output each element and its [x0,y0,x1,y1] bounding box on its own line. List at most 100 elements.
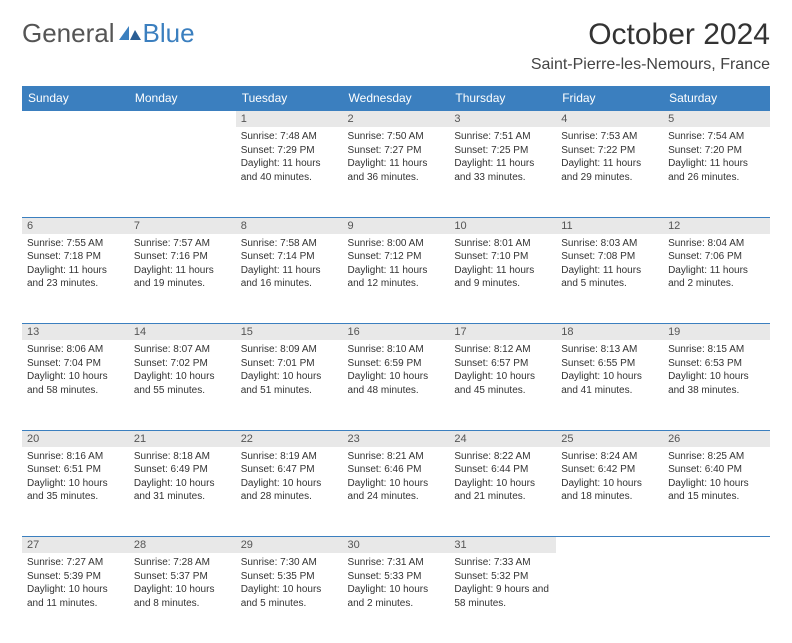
daylight-line: Daylight: 10 hours and 45 minutes. [454,370,551,397]
weekday-header: Tuesday [236,86,343,111]
sunset-line: Sunset: 7:18 PM [27,250,124,264]
daylight-line: Daylight: 11 hours and 33 minutes. [454,157,551,184]
day-details: Sunrise: 8:16 AMSunset: 6:51 PMDaylight:… [22,447,129,510]
sunset-line: Sunset: 7:01 PM [241,357,338,371]
sunrise-line: Sunrise: 8:12 AM [454,343,551,357]
calendar-cell: Sunrise: 8:04 AMSunset: 7:06 PMDaylight:… [663,234,770,324]
sunrise-line: Sunrise: 7:58 AM [241,237,338,251]
brand-text-blue: Blue [143,18,195,49]
sunset-line: Sunset: 6:44 PM [454,463,551,477]
day-number [22,111,129,127]
daylight-line: Daylight: 11 hours and 40 minutes. [241,157,338,184]
day-number [556,537,663,553]
day-number: 4 [556,111,663,127]
daylight-line: Daylight: 10 hours and 11 minutes. [27,583,124,610]
day-number: 15 [236,324,343,340]
sunset-line: Sunset: 7:16 PM [134,250,231,264]
daylight-line: Daylight: 10 hours and 5 minutes. [241,583,338,610]
day-number: 29 [236,537,343,553]
sunrise-line: Sunrise: 7:27 AM [27,556,124,570]
calendar-cell: Sunrise: 8:01 AMSunset: 7:10 PMDaylight:… [449,234,556,324]
day-details: Sunrise: 8:03 AMSunset: 7:08 PMDaylight:… [556,234,663,297]
daylight-line: Daylight: 11 hours and 9 minutes. [454,264,551,291]
day-number: 7 [129,218,236,234]
day-details: Sunrise: 7:31 AMSunset: 5:33 PMDaylight:… [343,553,450,616]
daylight-line: Daylight: 10 hours and 15 minutes. [668,477,765,504]
calendar-cell: Sunrise: 7:31 AMSunset: 5:33 PMDaylight:… [343,553,450,643]
sunset-line: Sunset: 6:59 PM [348,357,445,371]
sunrise-line: Sunrise: 8:03 AM [561,237,658,251]
sunset-line: Sunset: 5:39 PM [27,570,124,584]
daylight-line: Daylight: 10 hours and 35 minutes. [27,477,124,504]
day-details: Sunrise: 7:33 AMSunset: 5:32 PMDaylight:… [449,553,556,616]
day-number: 9 [343,218,450,234]
sunset-line: Sunset: 7:08 PM [561,250,658,264]
sunset-line: Sunset: 6:47 PM [241,463,338,477]
daylight-line: Daylight: 10 hours and 58 minutes. [27,370,124,397]
sunrise-line: Sunrise: 7:28 AM [134,556,231,570]
calendar-body: 12345Sunrise: 7:48 AMSunset: 7:29 PMDayl… [22,111,770,643]
sunset-line: Sunset: 6:46 PM [348,463,445,477]
sunset-line: Sunset: 7:04 PM [27,357,124,371]
sunrise-line: Sunrise: 7:51 AM [454,130,551,144]
day-details: Sunrise: 8:15 AMSunset: 6:53 PMDaylight:… [663,340,770,403]
brand-mark-icon [119,26,141,42]
day-details: Sunrise: 7:27 AMSunset: 5:39 PMDaylight:… [22,553,129,616]
calendar-cell: Sunrise: 8:03 AMSunset: 7:08 PMDaylight:… [556,234,663,324]
day-details: Sunrise: 8:09 AMSunset: 7:01 PMDaylight:… [236,340,343,403]
daylight-line: Daylight: 10 hours and 31 minutes. [134,477,231,504]
day-number: 13 [22,324,129,340]
day-number: 27 [22,537,129,553]
sunrise-line: Sunrise: 8:07 AM [134,343,231,357]
daylight-line: Daylight: 10 hours and 38 minutes. [668,370,765,397]
day-number: 3 [449,111,556,127]
day-number: 10 [449,218,556,234]
day-details: Sunrise: 8:18 AMSunset: 6:49 PMDaylight:… [129,447,236,510]
calendar-cell: Sunrise: 8:13 AMSunset: 6:55 PMDaylight:… [556,340,663,430]
sunrise-line: Sunrise: 8:25 AM [668,450,765,464]
sunrise-line: Sunrise: 8:06 AM [27,343,124,357]
day-details: Sunrise: 8:13 AMSunset: 6:55 PMDaylight:… [556,340,663,403]
sunrise-line: Sunrise: 8:19 AM [241,450,338,464]
day-details: Sunrise: 8:22 AMSunset: 6:44 PMDaylight:… [449,447,556,510]
day-details: Sunrise: 7:53 AMSunset: 7:22 PMDaylight:… [556,127,663,190]
calendar-cell: Sunrise: 8:19 AMSunset: 6:47 PMDaylight:… [236,447,343,537]
weekday-header: Saturday [663,86,770,111]
calendar-cell: Sunrise: 8:07 AMSunset: 7:02 PMDaylight:… [129,340,236,430]
sunrise-line: Sunrise: 7:33 AM [454,556,551,570]
day-number: 24 [449,431,556,447]
brand-logo: General Blue [22,18,195,49]
calendar-cell: Sunrise: 7:57 AMSunset: 7:16 PMDaylight:… [129,234,236,324]
daylight-line: Daylight: 11 hours and 16 minutes. [241,264,338,291]
weekday-header: Sunday [22,86,129,111]
day-details: Sunrise: 7:28 AMSunset: 5:37 PMDaylight:… [129,553,236,616]
day-details: Sunrise: 7:57 AMSunset: 7:16 PMDaylight:… [129,234,236,297]
daylight-line: Daylight: 10 hours and 51 minutes. [241,370,338,397]
sunset-line: Sunset: 7:22 PM [561,144,658,158]
sunset-line: Sunset: 7:27 PM [348,144,445,158]
sunrise-line: Sunrise: 7:30 AM [241,556,338,570]
day-number [129,111,236,127]
day-number: 30 [343,537,450,553]
calendar-cell: Sunrise: 8:24 AMSunset: 6:42 PMDaylight:… [556,447,663,537]
calendar-cell: Sunrise: 8:16 AMSunset: 6:51 PMDaylight:… [22,447,129,537]
calendar-cell: Sunrise: 7:54 AMSunset: 7:20 PMDaylight:… [663,127,770,217]
calendar-cell: Sunrise: 8:06 AMSunset: 7:04 PMDaylight:… [22,340,129,430]
day-details: Sunrise: 7:50 AMSunset: 7:27 PMDaylight:… [343,127,450,190]
sunrise-line: Sunrise: 8:18 AM [134,450,231,464]
daylight-line: Daylight: 11 hours and 29 minutes. [561,157,658,184]
month-title: October 2024 [531,18,770,52]
sunset-line: Sunset: 6:40 PM [668,463,765,477]
sunset-line: Sunset: 6:49 PM [134,463,231,477]
daylight-line: Daylight: 10 hours and 24 minutes. [348,477,445,504]
sunset-line: Sunset: 7:12 PM [348,250,445,264]
day-details: Sunrise: 7:55 AMSunset: 7:18 PMDaylight:… [22,234,129,297]
day-number: 22 [236,431,343,447]
day-details: Sunrise: 8:06 AMSunset: 7:04 PMDaylight:… [22,340,129,403]
calendar-cell: Sunrise: 7:30 AMSunset: 5:35 PMDaylight:… [236,553,343,643]
sunrise-line: Sunrise: 7:55 AM [27,237,124,251]
daylight-line: Daylight: 9 hours and 58 minutes. [454,583,551,610]
sunset-line: Sunset: 7:29 PM [241,144,338,158]
daylight-line: Daylight: 10 hours and 21 minutes. [454,477,551,504]
day-number: 16 [343,324,450,340]
